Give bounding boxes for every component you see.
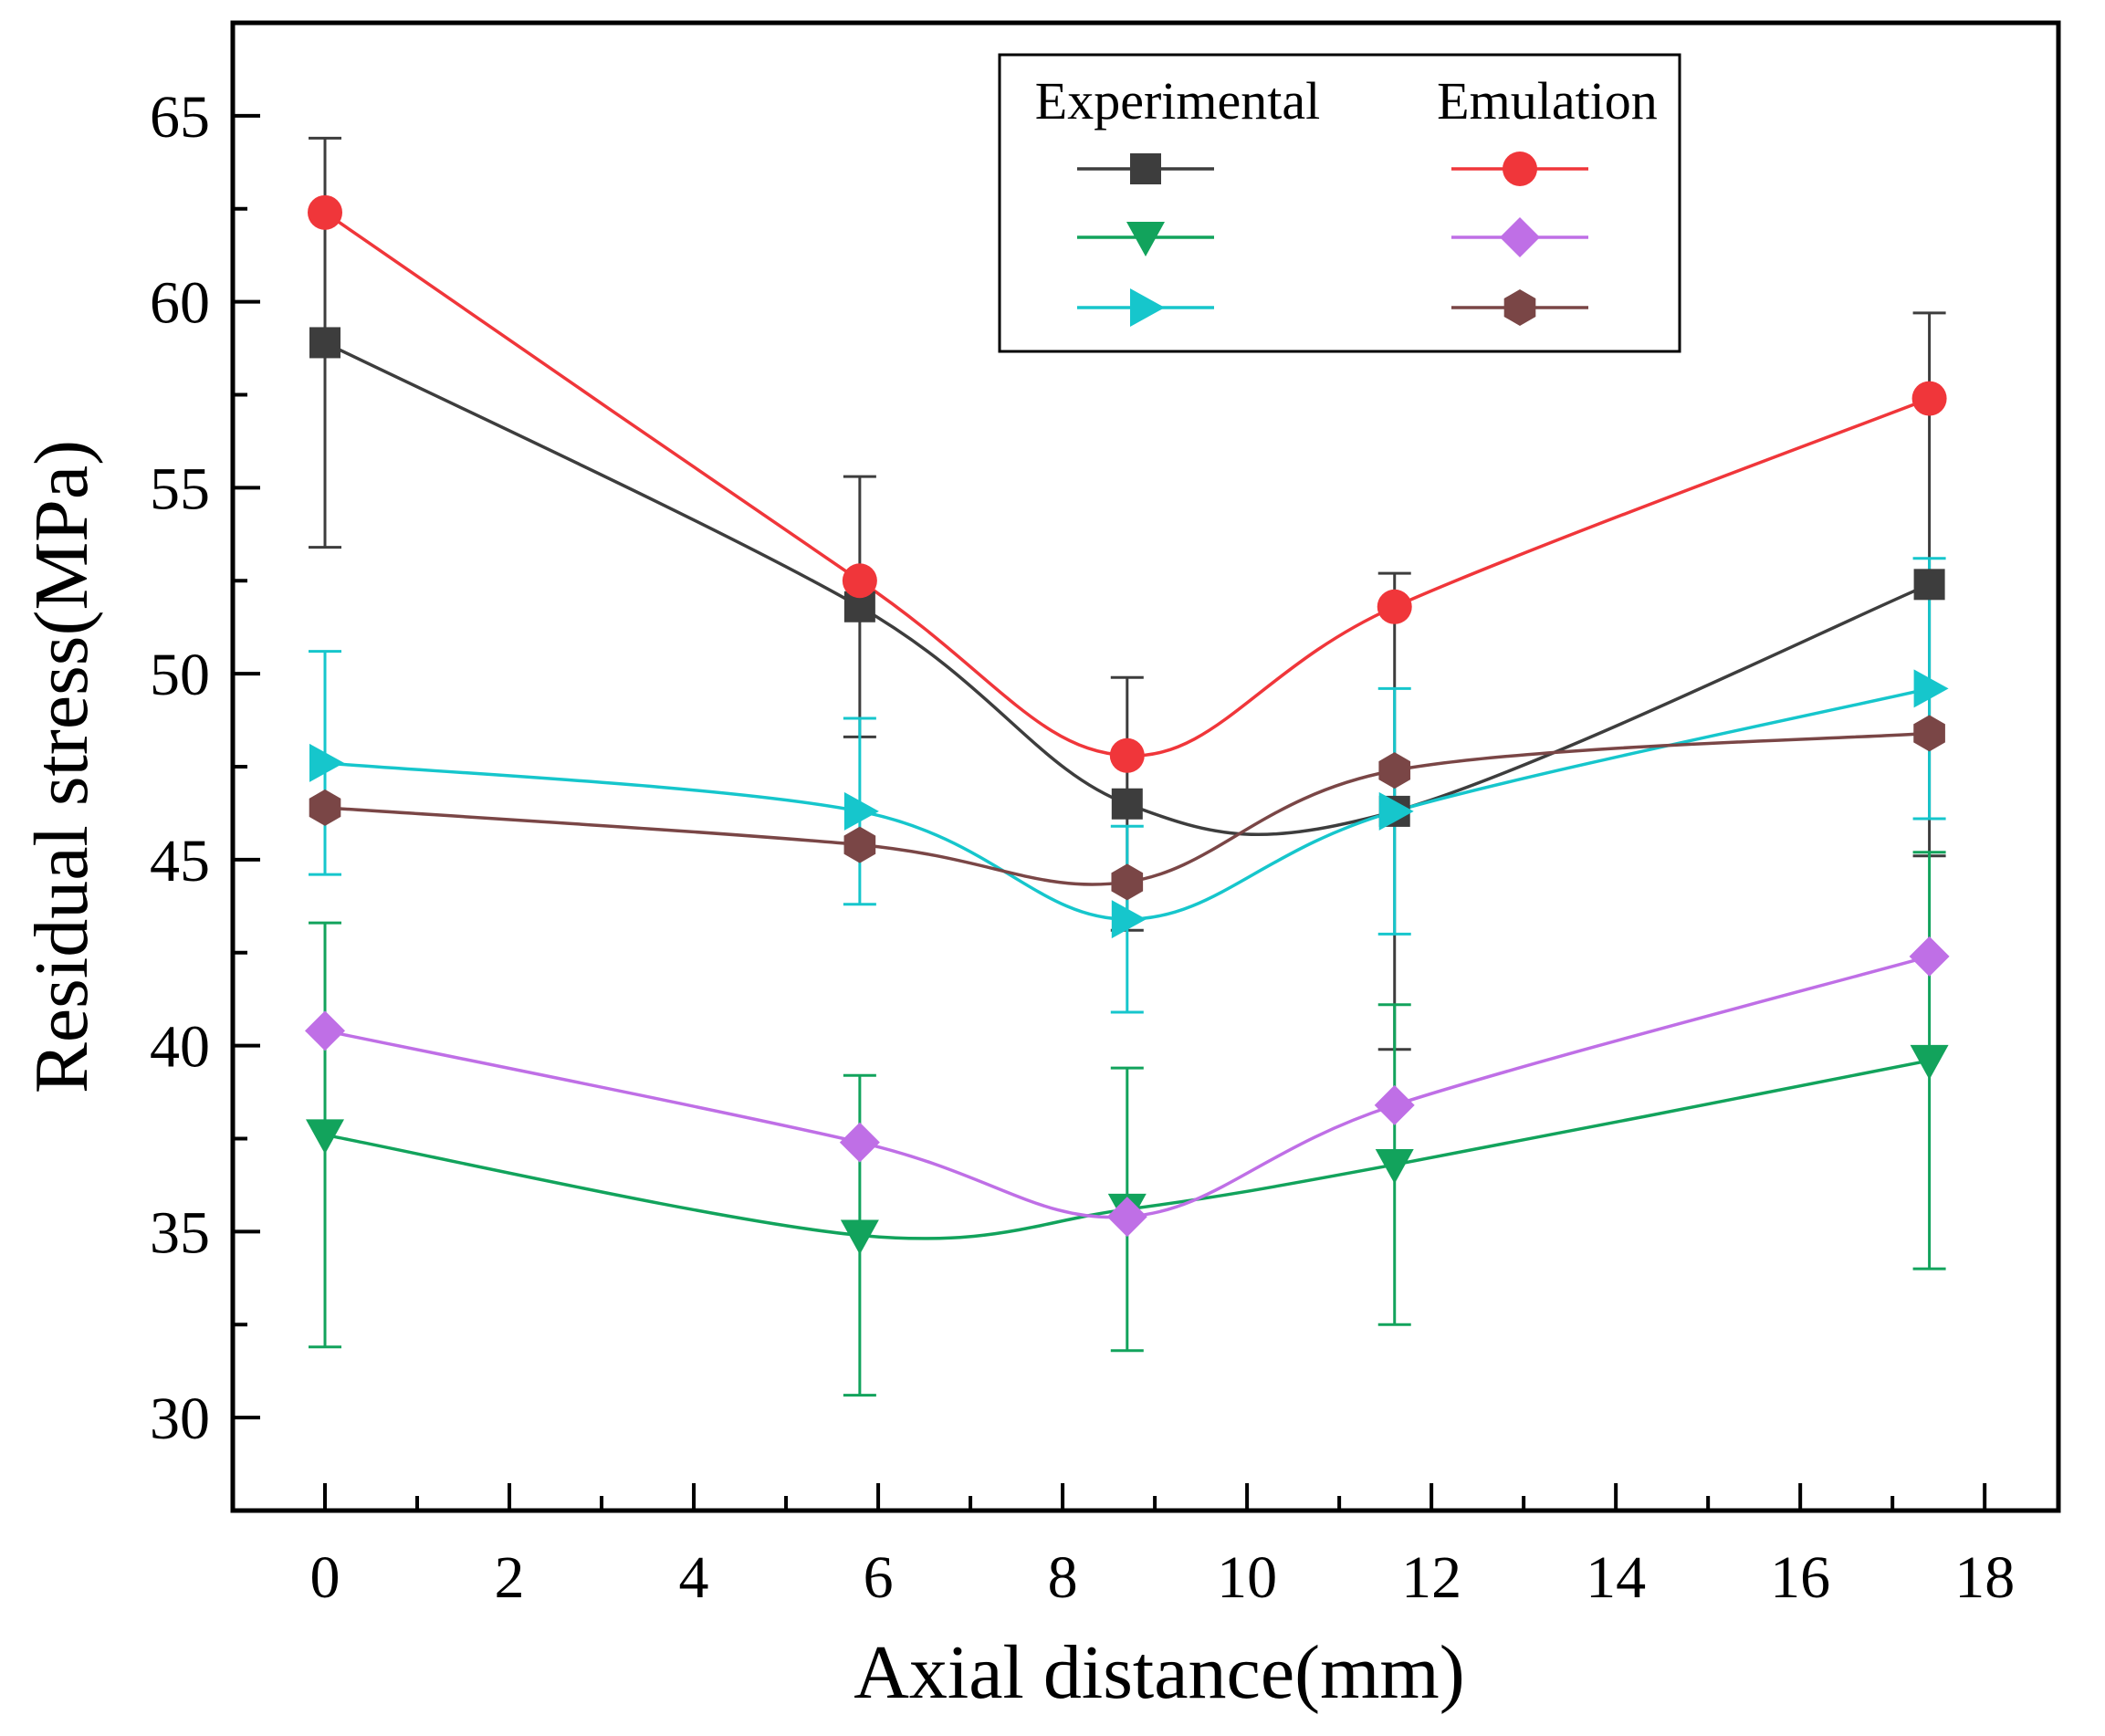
legend: Experimental Emulation [998, 53, 1681, 353]
y-tick-label: 35 [150, 1199, 210, 1266]
x-tick-label: 8 [1048, 1544, 1078, 1611]
data-point-6 [1913, 715, 1945, 752]
y-axis-title: Residual stress(MPa) [19, 440, 104, 1093]
x-tick-label: 2 [495, 1544, 525, 1611]
y-tick-label: 55 [150, 455, 210, 522]
legend-marker-3 [1130, 288, 1165, 327]
data-point-3 [1111, 900, 1147, 939]
legend-marker-6 [1503, 289, 1536, 326]
x-tick-label: 16 [1770, 1544, 1830, 1611]
x-axis-title: Axial distance(mm) [854, 1630, 1464, 1715]
x-tick-label: 4 [679, 1544, 709, 1611]
data-point-6 [1111, 863, 1144, 901]
legend-marker-1 [1130, 153, 1161, 184]
data-point-3 [843, 791, 879, 831]
legend-marker-4 [1503, 152, 1537, 186]
data-point-1 [1111, 788, 1143, 820]
data-point-6 [843, 826, 876, 863]
y-tick-label: 30 [150, 1386, 210, 1452]
series-markers [305, 194, 1950, 1255]
data-point-4 [1109, 737, 1145, 773]
data-point-1 [309, 327, 341, 359]
axis-ticks: 0 2 4 6 8 10 12 14 16 18 30 35 40 45 50 55 60 65 [150, 84, 2015, 1611]
data-point-4 [1377, 589, 1412, 624]
data-point-5 [1909, 936, 1950, 977]
legend-marker-5 [1500, 217, 1540, 257]
data-point-6 [1378, 752, 1411, 790]
data-point-3 [1913, 669, 1949, 708]
data-point-4 [1911, 381, 1947, 416]
data-point-3 [309, 743, 345, 782]
x-tick-label: 10 [1217, 1544, 1277, 1611]
x-tick-label: 18 [1954, 1544, 2015, 1611]
data-point-2 [840, 1219, 879, 1255]
x-tick-label: 6 [864, 1544, 894, 1611]
y-tick-label: 60 [150, 270, 210, 337]
legend-marker-2 [1126, 222, 1165, 256]
legend-header-emulation: Emulation [1437, 71, 1658, 131]
data-point-3 [1378, 791, 1414, 831]
x-tick-label: 12 [1401, 1544, 1461, 1611]
y-tick-label: 65 [150, 84, 210, 151]
data-point-5 [1106, 1197, 1147, 1238]
y-tick-label: 45 [150, 828, 210, 894]
x-tick-label: 0 [310, 1544, 340, 1611]
legend-entries [1077, 152, 1588, 327]
data-point-4 [842, 563, 877, 599]
data-point-2 [1910, 1044, 1949, 1080]
data-point-6 [309, 789, 341, 826]
x-tick-label: 14 [1586, 1544, 1646, 1611]
y-tick-label: 40 [150, 1014, 210, 1081]
error-bars [309, 136, 1946, 1397]
y-tick-label: 50 [150, 642, 210, 708]
data-point-4 [308, 194, 343, 230]
legend-header-experimental: Experimental [1035, 71, 1320, 131]
data-point-2 [306, 1119, 345, 1155]
data-point-1 [1913, 569, 1945, 601]
legend-box [998, 53, 1681, 353]
data-point-5 [305, 1010, 346, 1051]
data-point-2 [1375, 1149, 1414, 1185]
data-point-5 [839, 1122, 880, 1163]
data-point-5 [1374, 1084, 1415, 1125]
